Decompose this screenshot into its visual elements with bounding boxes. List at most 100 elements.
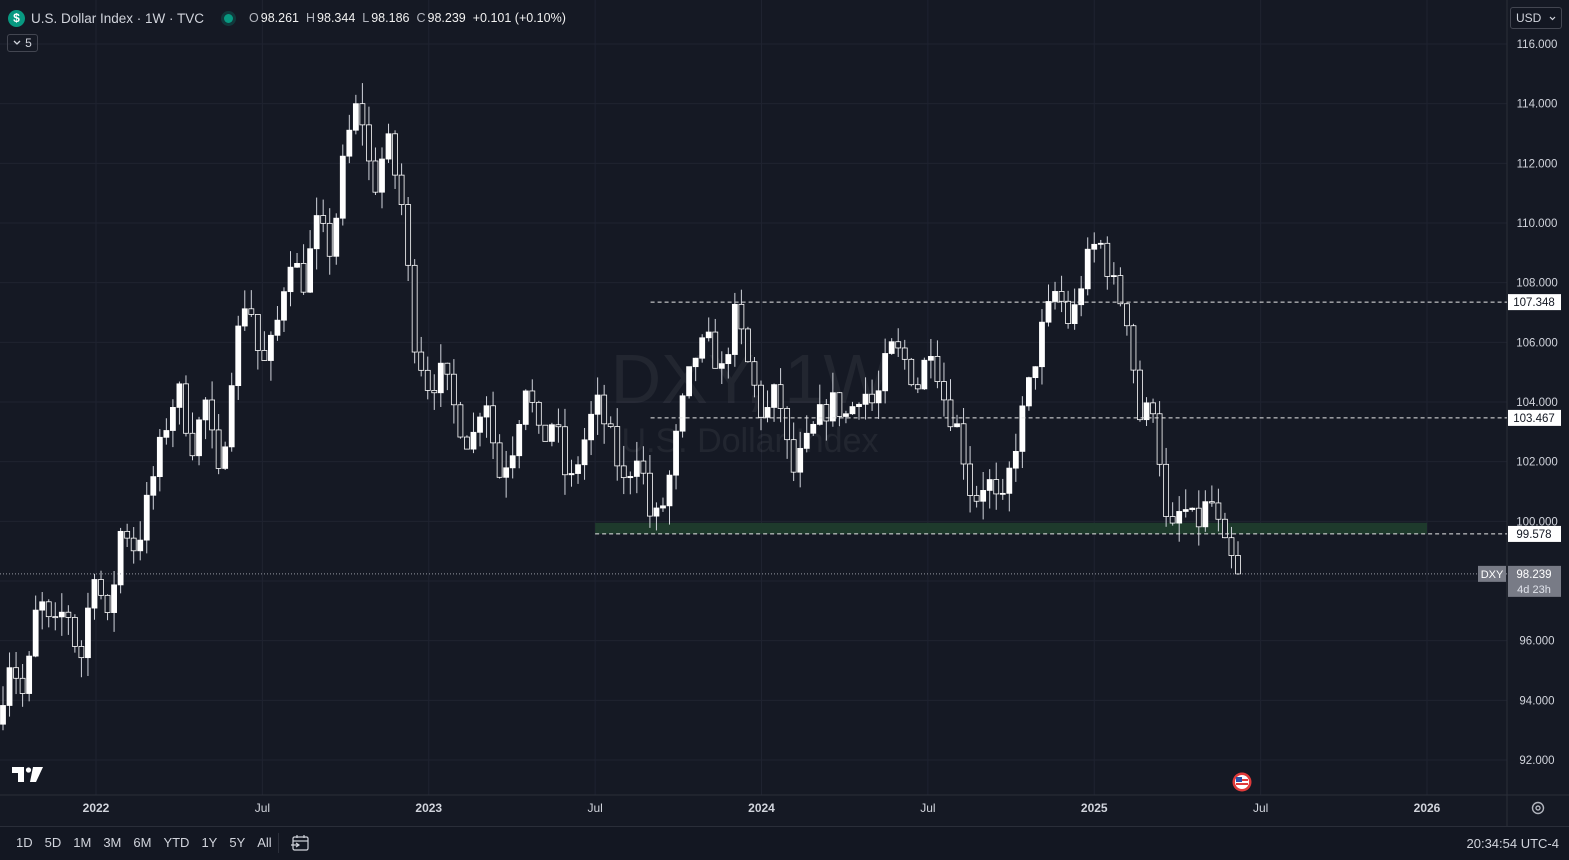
range-1m-button[interactable]: 1M [73,835,92,850]
candle-body [104,594,111,613]
market-status-icon[interactable] [224,13,234,23]
candle-body [784,408,791,441]
range-buttons: 1D 5D 1M 3M 6M YTD 1Y 5Y All [10,835,278,850]
price-tick-label: 106.000 [1516,337,1558,349]
candle-body [699,337,706,359]
range-5y-button[interactable]: 5Y [229,835,246,850]
candle-body [653,507,660,517]
candle-body [548,424,555,442]
tradingview-logo-icon[interactable] [12,765,44,783]
price-tick-label: 108.000 [1516,278,1558,290]
candle-body [862,393,869,405]
level-label: 99.578 [1516,529,1551,541]
candle-body [967,463,973,496]
candle-body [1084,248,1091,290]
candle-body [98,579,104,596]
candle-body [1039,321,1045,368]
candle-body [222,446,229,469]
candle-body [895,341,902,349]
last-price-symbol: DXY [1481,569,1504,581]
price-axis[interactable]: 116.000 114.000 112.000 110.000 108.000 106.0… [1516,39,1558,767]
candle-body [660,505,666,509]
candle-body [751,361,758,386]
candle-body [281,291,287,321]
candle-body [522,390,529,425]
time-axis[interactable]: 2022 Jul 2023 Jul 2024 Jul 2025 Jul 2026 [83,801,1441,815]
level-label-bg [1508,525,1561,542]
candle-body [1143,402,1150,421]
candle-body [366,124,372,162]
candle-body [614,426,621,467]
candle-body [444,362,451,375]
candle-body [1078,288,1085,306]
clock-timezone[interactable]: 20:34:54 UTC-4 [1466,836,1560,851]
go-to-date-icon[interactable] [290,834,310,852]
horizontal-levels[interactable]: 107.348 103.467 99.578 [595,294,1561,542]
candle-body [829,392,836,422]
level-label: 107.348 [1513,297,1555,309]
price-chart[interactable]: DXY, 1W U.S. Dollar Index 107.348103.467… [0,0,1569,826]
candle-body [1189,507,1196,510]
level-label-bg [1508,294,1561,311]
open-key: O [249,11,259,25]
candle-body [346,129,353,157]
candle-body [169,407,176,431]
ohlc-values: O 98.261 H 98.344 L 98.186 C 98.239 +0.101 (… [249,11,566,25]
candle-body [790,439,797,473]
candle-body [914,384,921,390]
range-1d-button[interactable]: 1D [16,835,33,850]
candle-body [927,356,934,361]
range-3m-button[interactable]: 3M [103,835,122,850]
candle-body [947,399,954,428]
symbol-title[interactable]: U.S. Dollar Index · 1W · TVC [31,10,205,26]
indicators-toggle-button[interactable]: 5 [7,34,38,52]
candle-body [562,426,568,476]
range-ytd-button[interactable]: YTD [163,835,190,850]
candle-body [1124,303,1130,327]
us-flag-event-icon[interactable] [1232,772,1252,792]
candle-body [986,479,993,491]
candle-body [647,472,653,517]
candle-body [392,133,398,176]
candle-body [32,609,39,657]
candle-body [1117,275,1124,305]
candle-body [156,436,163,478]
candle-body [1130,325,1137,371]
candle-body [359,103,366,126]
candle-body [633,460,640,477]
range-6m-button[interactable]: 6M [133,835,152,850]
candle-body [1032,366,1039,379]
candle-body [189,432,196,457]
candle-body [1163,463,1170,517]
range-5d-button[interactable]: 5D [44,835,62,850]
candle-body [326,222,333,257]
candle-body [666,474,673,507]
price-tick-label: 102.000 [1516,457,1558,469]
range-all-button[interactable]: All [257,835,272,850]
candle-body [836,392,843,417]
range-1y-button[interactable]: 1Y [201,835,218,850]
candle-body [379,158,385,193]
candle-body [411,264,418,353]
candle-body [934,356,941,382]
candle-body [594,394,601,415]
time-tick-label: 2023 [415,801,442,815]
dollar-symbol-icon[interactable]: $ [8,9,25,27]
candle-body [627,476,634,479]
candle-body [352,103,359,131]
support-zone-rect[interactable] [595,522,1427,534]
price-tick-label: 96.000 [1519,636,1554,648]
support-zone[interactable] [595,522,1427,534]
candle-body [13,667,19,679]
price-tick-label: 114.000 [1517,99,1558,111]
candle-body [875,390,882,404]
candle-body [758,384,764,418]
currency-select[interactable]: USD [1510,7,1562,29]
price-tick-label: 116.000 [1517,39,1558,51]
candle-body [477,416,483,433]
candle-body [241,308,248,327]
gear-icon[interactable] [1530,800,1546,816]
candle-body [731,303,738,355]
candle-body [130,537,137,552]
watermark-name: U.S. Dollar Index [622,422,879,460]
